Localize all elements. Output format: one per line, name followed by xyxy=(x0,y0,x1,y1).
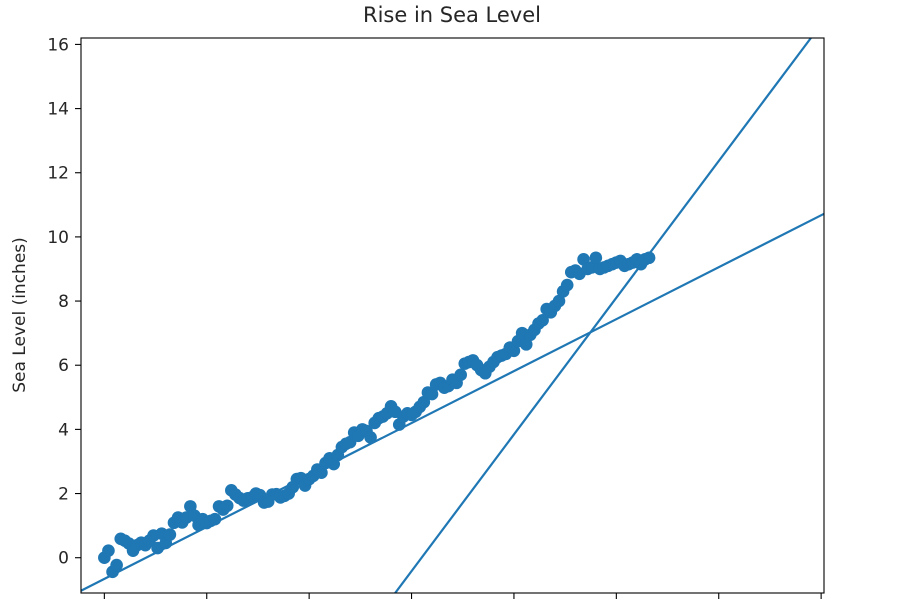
y-tick-label: 4 xyxy=(58,420,69,440)
y-tick-label: 14 xyxy=(47,100,69,120)
chart-title: Rise in Sea Level xyxy=(363,3,541,27)
y-tick-label: 2 xyxy=(58,485,69,505)
trend-line-1 xyxy=(81,212,824,592)
scatter-point xyxy=(507,344,521,358)
scatter-point xyxy=(642,251,656,265)
y-tick-label: 16 xyxy=(47,35,69,55)
scatter-point xyxy=(519,338,533,351)
scatter-point xyxy=(364,431,377,444)
scatter-point xyxy=(536,314,549,327)
scatter-point xyxy=(454,368,467,382)
trend-line-2 xyxy=(394,38,812,593)
y-tick-label: 12 xyxy=(47,164,69,184)
y-tick-label: 6 xyxy=(58,356,69,376)
scatter-point xyxy=(425,387,439,401)
scatter-point xyxy=(102,544,115,557)
scatter-point xyxy=(577,253,590,266)
scatter-point xyxy=(560,278,574,292)
y-axis-label: Sea Level (inches) xyxy=(10,237,30,393)
scatter-point xyxy=(110,558,123,572)
series-layer xyxy=(81,38,824,593)
plot-frame xyxy=(80,37,825,594)
scatter-point xyxy=(552,294,566,308)
y-tick-label: 8 xyxy=(58,292,69,312)
scatter-point xyxy=(417,395,431,409)
scatter-series xyxy=(98,251,656,579)
scatter-point xyxy=(220,499,234,513)
scatter-point xyxy=(589,251,603,265)
y-tick-label: 10 xyxy=(47,228,69,248)
y-tick-label: 0 xyxy=(58,549,69,569)
scatter-point xyxy=(163,528,177,541)
axes-layer: 0 2 4 6 8 10 12 14 16 xyxy=(47,35,825,599)
